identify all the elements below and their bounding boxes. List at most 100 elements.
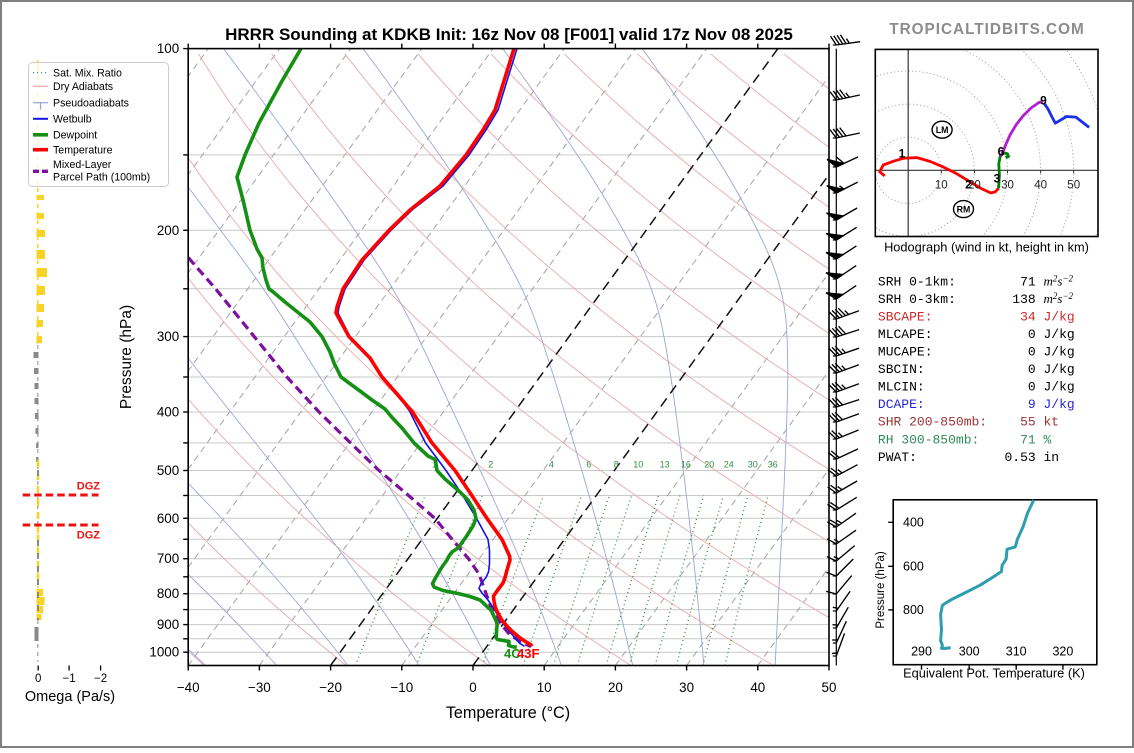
svg-text:400: 400 — [903, 516, 924, 530]
svg-text:Equivalent Pot. Temperature (K: Equivalent Pot. Temperature (K) — [903, 666, 1085, 681]
svg-text:310: 310 — [1006, 645, 1027, 659]
svg-text:50: 50 — [1067, 180, 1080, 192]
svg-text:300: 300 — [157, 329, 179, 344]
svg-text:6: 6 — [998, 144, 1005, 158]
svg-text:9: 9 — [1040, 94, 1047, 108]
svg-text:MUCAPE:: MUCAPE: — [878, 345, 933, 360]
svg-text:−10: −10 — [390, 680, 413, 695]
svg-text:MLCAPE:: MLCAPE: — [878, 327, 933, 342]
svg-text:800: 800 — [903, 603, 924, 617]
svg-text:Dewpoint: Dewpoint — [53, 130, 97, 142]
svg-text:13: 13 — [660, 460, 670, 470]
svg-text:J/kg: J/kg — [1044, 397, 1075, 412]
svg-text:40: 40 — [1034, 180, 1047, 192]
svg-text:Temperature (°C): Temperature (°C) — [446, 704, 570, 722]
svg-text:138: 138 — [1012, 292, 1035, 307]
svg-text:%: % — [1044, 432, 1052, 447]
svg-text:20: 20 — [608, 680, 623, 695]
svg-text:10: 10 — [935, 180, 948, 192]
svg-text:30: 30 — [748, 460, 758, 470]
svg-text:4: 4 — [549, 460, 554, 470]
svg-text:J/kg: J/kg — [1044, 362, 1075, 377]
svg-text:71: 71 — [1020, 274, 1036, 289]
svg-text:J/kg: J/kg — [1044, 345, 1075, 360]
svg-text:20: 20 — [704, 460, 714, 470]
svg-text:100: 100 — [157, 41, 179, 56]
svg-text:LM: LM — [936, 125, 949, 135]
svg-text:71: 71 — [1020, 432, 1036, 447]
svg-text:800: 800 — [157, 586, 179, 601]
svg-text:50: 50 — [822, 680, 837, 695]
svg-text:DGZ: DGZ — [77, 481, 101, 493]
svg-text:10: 10 — [633, 460, 643, 470]
svg-text:9: 9 — [1028, 397, 1036, 412]
svg-text:30: 30 — [679, 680, 694, 695]
svg-text:RH 300-850mb:: RH 300-850mb: — [878, 432, 979, 447]
svg-text:1: 1 — [899, 147, 906, 161]
svg-text:34: 34 — [1020, 309, 1036, 324]
svg-text:SHR 200-850mb:: SHR 200-850mb: — [878, 415, 987, 430]
svg-text:HRRR Sounding at KDKB Init: 16: HRRR Sounding at KDKB Init: 16z Nov 08 [… — [225, 25, 793, 44]
svg-text:400: 400 — [157, 405, 179, 420]
svg-text:8: 8 — [614, 460, 619, 470]
svg-text:J/kg: J/kg — [1044, 380, 1075, 395]
svg-text:55: 55 — [1020, 415, 1036, 430]
svg-text:DCAPE:: DCAPE: — [878, 397, 925, 412]
svg-text:0: 0 — [1028, 362, 1036, 377]
svg-text:43F: 43F — [517, 646, 539, 661]
svg-text:in: in — [1044, 450, 1060, 465]
svg-text:kt: kt — [1044, 415, 1060, 430]
svg-text:700: 700 — [157, 551, 179, 566]
svg-text:−20: −20 — [319, 680, 342, 695]
svg-text:Pressure (hPa): Pressure (hPa) — [118, 305, 135, 409]
svg-text:DGZ: DGZ — [77, 530, 101, 542]
svg-text:−30: −30 — [248, 680, 271, 695]
svg-text:1000: 1000 — [149, 645, 179, 660]
svg-text:SRH 0-1km:: SRH 0-1km: — [878, 274, 956, 289]
svg-text:PWAT:: PWAT: — [878, 450, 917, 465]
svg-text:Omega (Pa/s): Omega (Pa/s) — [25, 689, 115, 705]
svg-text:320: 320 — [1052, 645, 1073, 659]
svg-text:300: 300 — [959, 645, 980, 659]
svg-text:24: 24 — [724, 460, 734, 470]
svg-text:36: 36 — [768, 460, 778, 470]
svg-text:−1: −1 — [63, 673, 76, 685]
svg-text:6: 6 — [586, 460, 591, 470]
svg-text:16: 16 — [681, 460, 691, 470]
svg-text:Sat. Mix. Ratio: Sat. Mix. Ratio — [53, 67, 122, 79]
svg-text:0: 0 — [1028, 380, 1036, 395]
svg-text:500: 500 — [157, 463, 179, 478]
svg-text:600: 600 — [903, 560, 924, 574]
svg-text:J/kg: J/kg — [1044, 327, 1075, 342]
svg-text:Mixed-Layer: Mixed-Layer — [53, 159, 112, 171]
svg-text:Wetbulb: Wetbulb — [53, 114, 92, 126]
svg-text:SBCAPE:: SBCAPE: — [878, 309, 933, 324]
svg-text:2: 2 — [488, 460, 493, 470]
svg-text:TROPICALTIDBITS.COM: TROPICALTIDBITS.COM — [889, 21, 1084, 38]
svg-text:0.53: 0.53 — [1004, 450, 1035, 465]
svg-text:200: 200 — [157, 223, 179, 238]
svg-text:Hodograph (wind in kt, height: Hodograph (wind in kt, height in km) — [884, 240, 1089, 255]
svg-text:2: 2 — [965, 177, 972, 191]
svg-text:Temperature: Temperature — [53, 145, 113, 157]
svg-text:Pseudoadiabats: Pseudoadiabats — [53, 98, 129, 110]
svg-text:290: 290 — [911, 645, 932, 659]
svg-text:Parcel Path (100mb): Parcel Path (100mb) — [53, 172, 150, 184]
svg-text:0: 0 — [1028, 345, 1036, 360]
svg-text:10: 10 — [537, 680, 552, 695]
svg-text:MLCIN:: MLCIN: — [878, 380, 925, 395]
svg-text:600: 600 — [157, 511, 179, 526]
svg-text:0: 0 — [469, 680, 476, 695]
svg-text:900: 900 — [157, 617, 179, 632]
svg-text:J/kg: J/kg — [1044, 309, 1075, 324]
svg-text:Dry Adiabats: Dry Adiabats — [53, 81, 113, 93]
svg-text:SRH 0-3km:: SRH 0-3km: — [878, 292, 956, 307]
svg-text:Pressure (hPa): Pressure (hPa) — [875, 551, 887, 629]
svg-text:−2: −2 — [94, 673, 107, 685]
svg-text:−40: −40 — [177, 680, 200, 695]
svg-text:RM: RM — [957, 204, 971, 214]
svg-text:30: 30 — [1001, 180, 1014, 192]
svg-text:SBCIN:: SBCIN: — [878, 362, 925, 377]
svg-text:0: 0 — [1028, 327, 1036, 342]
svg-text:3: 3 — [994, 172, 1001, 186]
